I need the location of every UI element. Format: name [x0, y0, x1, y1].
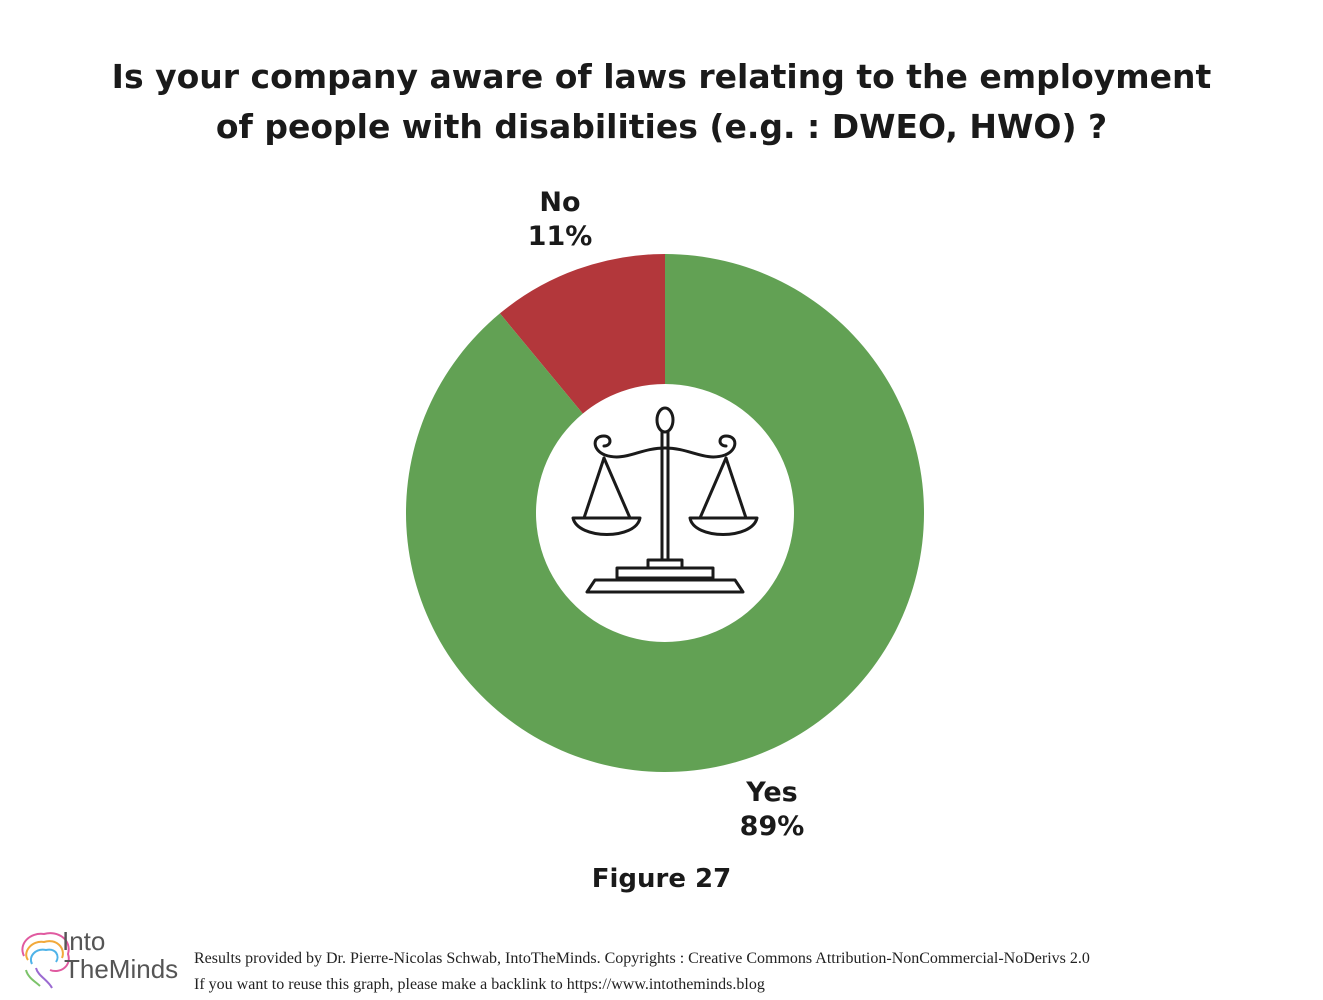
footer-credits: Results provided by Dr. Pierre-Nicolas S…: [194, 946, 1090, 998]
logo-text-theminds: TheMinds: [64, 954, 179, 984]
intotheminds-logo[interactable]: Into TheMinds: [14, 926, 189, 990]
logo-text-into: Into: [62, 926, 106, 956]
chart-title: Is your company aware of laws relating t…: [0, 52, 1323, 152]
slice-label-no-category: No: [539, 187, 581, 218]
footer-copyright-line: Results provided by Dr. Pierre-Nicolas S…: [194, 950, 1090, 967]
brain-icon: [21, 932, 70, 989]
donut-slices: [406, 254, 924, 772]
slice-label-no: No 11%: [480, 186, 640, 254]
slice-label-yes-category: Yes: [746, 777, 798, 808]
slice-label-yes: Yes 89%: [692, 776, 852, 844]
slice-label-no-value: 11%: [527, 221, 593, 252]
chart-title-line-2: of people with disabilities (e.g. : DWEO…: [215, 107, 1108, 146]
scales-of-justice-icon: [571, 406, 759, 594]
slice-label-yes-value: 89%: [739, 811, 805, 842]
figure-caption: Figure 27: [591, 864, 732, 894]
donut-slice-no: [499, 254, 665, 414]
donut-slice-yes: [406, 254, 924, 772]
chart-title-line-1: Is your company aware of laws relating t…: [111, 57, 1212, 96]
footer-backlink-line: If you want to reuse this graph, please …: [194, 976, 765, 993]
